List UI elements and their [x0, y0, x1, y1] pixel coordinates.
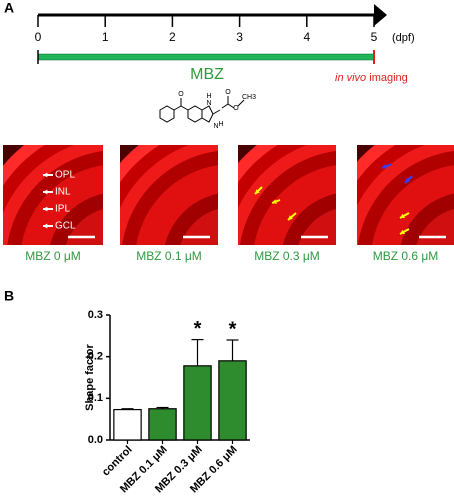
y-axis-label: Shape factor: [84, 343, 96, 410]
arrow-head: [382, 164, 387, 169]
atom-label: N: [213, 123, 218, 130]
timeline-tick-label: 0: [35, 30, 42, 44]
treatment-bar: [37, 53, 375, 61]
bar: [148, 408, 177, 441]
timeline-tick-label: 2: [169, 30, 176, 44]
panel-letter: B: [4, 288, 14, 304]
benzene: [159, 105, 175, 123]
atom-label: N: [206, 100, 211, 107]
bond: [227, 103, 235, 109]
y-tick-label: 0.0: [88, 434, 103, 446]
arrow-head: [288, 215, 293, 220]
timeline-arrow: [374, 4, 387, 26]
atom-label: O: [233, 105, 239, 112]
image-caption: MBZ 0 μM: [25, 249, 81, 263]
x-tick-label: control: [100, 444, 135, 479]
atom-label: O: [225, 89, 231, 96]
arrow-head: [43, 206, 48, 212]
arrow-head: [400, 229, 405, 234]
y-tick-label: 0.1: [88, 392, 103, 404]
bond: [173, 105, 182, 111]
arrow-head: [43, 172, 48, 178]
arrow-head: [43, 189, 48, 195]
image-caption: MBZ 0.1 μM: [136, 249, 202, 263]
y-tick-label: 0.2: [88, 351, 103, 363]
microscopy-image: [357, 145, 454, 245]
atom-label: O: [178, 91, 184, 98]
layer-label: IPL: [55, 204, 70, 215]
microscopy-image: [238, 145, 336, 245]
bar: [218, 360, 247, 441]
bar: [183, 365, 212, 441]
atom-label: H: [206, 93, 211, 100]
timeline-tick-label: 3: [236, 30, 243, 44]
atom-label: H: [218, 121, 223, 128]
image-caption: MBZ 0.6 μM: [373, 249, 439, 263]
bond: [237, 99, 245, 107]
arrow-head: [400, 213, 405, 218]
timeline-tick-label: 4: [303, 30, 310, 44]
imidazole: [201, 105, 214, 123]
imaging-text: imaging: [369, 72, 408, 84]
bar: [113, 408, 142, 441]
microscopy-image: [3, 145, 103, 245]
layer-label: INL: [55, 187, 71, 198]
timeline-tick-label: 1: [102, 30, 109, 44]
treatment-label: MBZ: [190, 66, 224, 83]
timeline-unit: (dpf): [392, 32, 415, 44]
imaging-label: in vivo imaging: [335, 72, 408, 84]
bond: [221, 103, 229, 109]
image-caption: MBZ 0.3 μM: [254, 249, 320, 263]
timeline-tick-label: 5: [371, 30, 378, 44]
layer-label: GCL: [55, 221, 76, 232]
panel-letter: A: [4, 0, 14, 16]
significance-mark: *: [229, 318, 237, 340]
arrow-head: [255, 189, 260, 194]
arrow-head: [405, 178, 410, 183]
layer-label: OPL: [55, 170, 75, 181]
significance-mark: *: [194, 318, 202, 340]
atom-label: CH3: [242, 94, 256, 101]
imaging-italic: in vivo: [335, 72, 366, 84]
arrow-head: [43, 223, 48, 229]
bond: [180, 105, 189, 111]
bond: [212, 109, 221, 115]
chemical-structure: [159, 96, 245, 123]
y-tick-label: 0.3: [88, 309, 103, 321]
arrow-head: [272, 199, 277, 204]
benzo-ring: [187, 105, 203, 123]
